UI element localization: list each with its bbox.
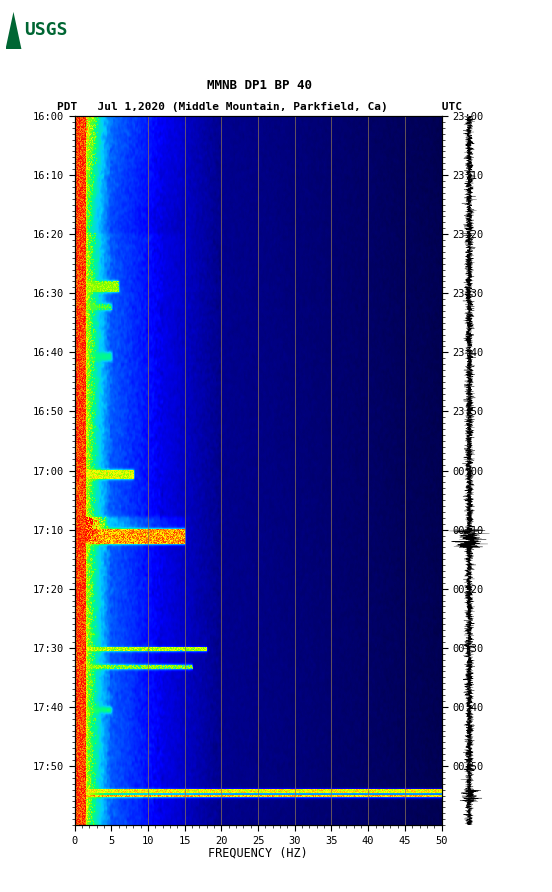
Polygon shape [6,12,22,49]
Text: USGS: USGS [24,21,67,39]
Text: PDT   Jul 1,2020 (Middle Mountain, Parkfield, Ca)        UTC: PDT Jul 1,2020 (Middle Mountain, Parkfie… [57,102,462,112]
X-axis label: FREQUENCY (HZ): FREQUENCY (HZ) [208,847,308,860]
Text: MMNB DP1 BP 40: MMNB DP1 BP 40 [207,78,312,92]
